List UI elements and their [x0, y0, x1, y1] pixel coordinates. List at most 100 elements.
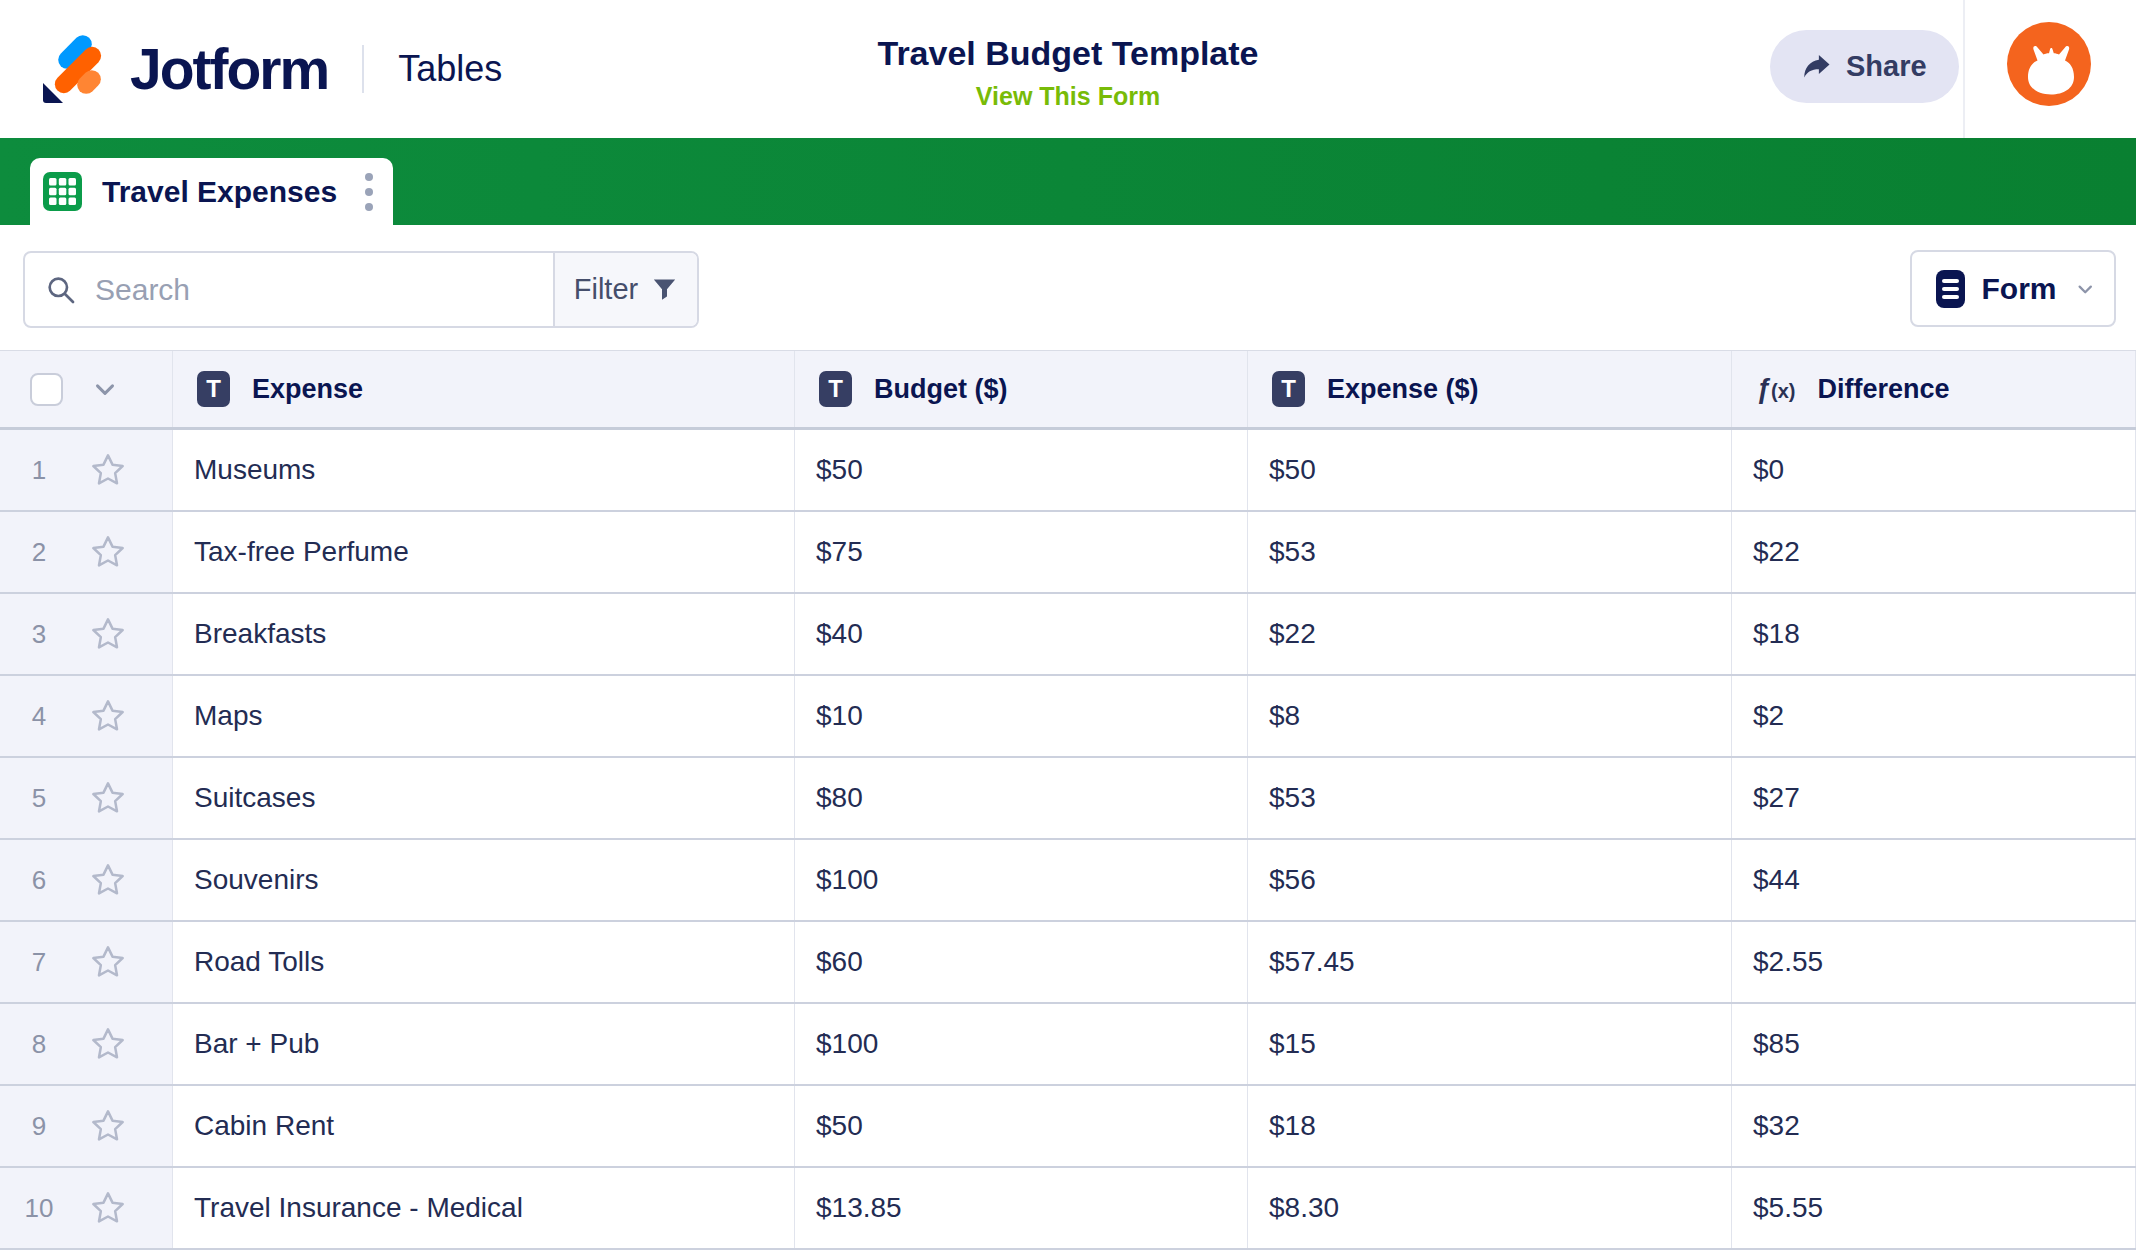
column-header-difference[interactable]: ƒ(x) Difference [1732, 351, 2136, 427]
star-favorite-icon[interactable] [88, 1106, 128, 1146]
star-favorite-icon[interactable] [88, 1188, 128, 1228]
cell-expense-amount[interactable]: $53 [1248, 512, 1732, 592]
row-select-cell: 8 [0, 1004, 173, 1084]
cell-difference[interactable]: $44 [1732, 840, 2136, 920]
chevron-down-icon [2074, 276, 2096, 302]
cell-difference[interactable]: $2.55 [1732, 922, 2136, 1002]
cell-difference[interactable]: $18 [1732, 594, 2136, 674]
cell-budget[interactable]: $75 [795, 512, 1248, 592]
row-number: 2 [20, 537, 58, 568]
cell-difference[interactable]: $5.55 [1732, 1168, 2136, 1248]
table-header-row: T Expense T Budget ($) T Expense ($) ƒ(x… [0, 350, 2136, 430]
share-button-label: Share [1846, 50, 1927, 83]
user-avatar[interactable] [2007, 22, 2091, 106]
text-type-icon: T [819, 371, 852, 407]
text-type-icon: T [197, 371, 230, 407]
select-all-checkbox[interactable] [30, 373, 63, 406]
row-number: 9 [20, 1111, 58, 1142]
cell-budget[interactable]: $50 [795, 1086, 1248, 1166]
cell-budget[interactable]: $100 [795, 1004, 1248, 1084]
cell-expense-amount[interactable]: $22 [1248, 594, 1732, 674]
form-icon [1936, 270, 1965, 308]
tab-travel-expenses[interactable]: Travel Expenses [30, 158, 393, 225]
cell-budget[interactable]: $13.85 [795, 1168, 1248, 1248]
cell-expense-amount[interactable]: $57.45 [1248, 922, 1732, 1002]
tab-label: Travel Expenses [102, 175, 337, 209]
row-number: 4 [20, 701, 58, 732]
cell-expense[interactable]: Travel Insurance - Medical [173, 1168, 795, 1248]
table-row: 4 Maps $10 $8 $2 [0, 676, 2136, 758]
cell-difference[interactable]: $0 [1732, 430, 2136, 510]
cell-expense[interactable]: Breakfasts [173, 594, 795, 674]
tab-options-menu-icon[interactable] [361, 169, 377, 215]
star-favorite-icon[interactable] [88, 614, 128, 654]
cell-expense-amount[interactable]: $56 [1248, 840, 1732, 920]
brand-group[interactable]: Jotform Tables [40, 0, 502, 138]
table-row: 2 Tax-free Perfume $75 $53 $22 [0, 512, 2136, 594]
cell-difference[interactable]: $22 [1732, 512, 2136, 592]
row-number: 3 [20, 619, 58, 650]
cell-difference[interactable]: $2 [1732, 676, 2136, 756]
star-favorite-icon[interactable] [88, 696, 128, 736]
star-favorite-icon[interactable] [88, 532, 128, 572]
share-button[interactable]: Share [1770, 30, 1959, 103]
table-row: 5 Suitcases $80 $53 $27 [0, 758, 2136, 840]
filter-funnel-icon [651, 276, 678, 303]
filter-button[interactable]: Filter [553, 253, 697, 326]
row-number: 1 [20, 455, 58, 486]
cell-difference[interactable]: $85 [1732, 1004, 2136, 1084]
cell-expense[interactable]: Museums [173, 430, 795, 510]
cell-expense-amount[interactable]: $8 [1248, 676, 1732, 756]
view-this-form-link[interactable]: View This Form [976, 82, 1160, 111]
row-select-cell: 2 [0, 512, 173, 592]
cell-budget[interactable]: $40 [795, 594, 1248, 674]
star-favorite-icon[interactable] [88, 778, 128, 818]
text-type-icon: T [1272, 371, 1305, 407]
cell-difference[interactable]: $32 [1732, 1086, 2136, 1166]
column-header-expense[interactable]: T Expense [173, 351, 795, 427]
cell-expense[interactable]: Road Tolls [173, 922, 795, 1002]
cell-expense-amount[interactable]: $53 [1248, 758, 1732, 838]
cell-budget[interactable]: $50 [795, 430, 1248, 510]
cell-expense[interactable]: Maps [173, 676, 795, 756]
cell-expense-amount[interactable]: $50 [1248, 430, 1732, 510]
row-select-cell: 9 [0, 1086, 173, 1166]
row-select-cell: 3 [0, 594, 173, 674]
cell-expense-amount[interactable]: $8.30 [1248, 1168, 1732, 1248]
cell-expense[interactable]: Suitcases [173, 758, 795, 838]
sheet-tab-bar: Travel Expenses [0, 138, 2136, 225]
cell-budget[interactable]: $10 [795, 676, 1248, 756]
star-favorite-icon[interactable] [88, 942, 128, 982]
column-header-expense-amount[interactable]: T Expense ($) [1248, 351, 1732, 427]
star-favorite-icon[interactable] [88, 860, 128, 900]
table-row: 6 Souvenirs $100 $56 $44 [0, 840, 2136, 922]
cell-difference[interactable]: $27 [1732, 758, 2136, 838]
filter-button-label: Filter [574, 273, 638, 306]
cell-expense[interactable]: Souvenirs [173, 840, 795, 920]
cell-budget[interactable]: $80 [795, 758, 1248, 838]
cell-budget[interactable]: $100 [795, 840, 1248, 920]
cell-budget[interactable]: $60 [795, 922, 1248, 1002]
table-body: 1 Museums $50 $50 $0 2 Tax-free Perfume … [0, 430, 2136, 1250]
jotform-logo-icon [40, 33, 102, 105]
cell-expense-amount[interactable]: $15 [1248, 1004, 1732, 1084]
star-favorite-icon[interactable] [88, 1024, 128, 1064]
search-icon [45, 274, 77, 306]
star-favorite-icon[interactable] [88, 450, 128, 490]
row-number: 7 [20, 947, 58, 978]
cell-expense[interactable]: Tax-free Perfume [173, 512, 795, 592]
column-header-budget[interactable]: T Budget ($) [795, 351, 1248, 427]
row-select-cell: 7 [0, 922, 173, 1002]
cell-expense-amount[interactable]: $18 [1248, 1086, 1732, 1166]
form-button-label: Form [1982, 272, 2057, 306]
table-row: 8 Bar + Pub $100 $15 $85 [0, 1004, 2136, 1086]
form-view-button[interactable]: Form [1910, 250, 2116, 327]
select-menu-chevron-icon[interactable] [90, 374, 120, 404]
toolbar: Filter Form [0, 225, 2136, 350]
search-box[interactable] [25, 253, 553, 326]
cell-expense[interactable]: Bar + Pub [173, 1004, 795, 1084]
product-name: Tables [398, 48, 502, 90]
search-input[interactable] [95, 273, 553, 307]
cell-expense[interactable]: Cabin Rent [173, 1086, 795, 1166]
row-number: 10 [20, 1193, 58, 1224]
